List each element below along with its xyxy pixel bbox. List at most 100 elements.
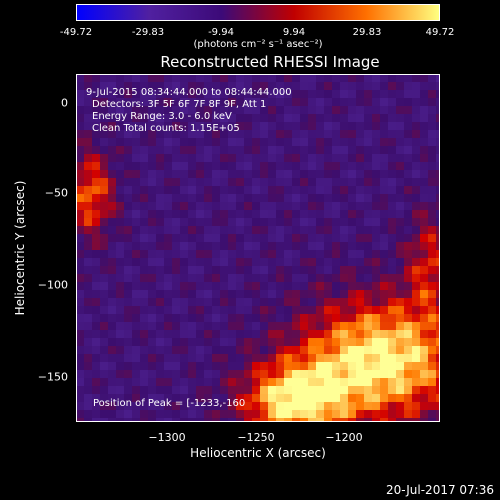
heatmap-cell bbox=[364, 274, 372, 282]
heatmap-cell bbox=[124, 194, 132, 202]
heatmap-cell bbox=[148, 290, 156, 298]
heatmap-cell bbox=[244, 138, 252, 146]
colorbar-tick: -29.83 bbox=[131, 27, 165, 38]
heatmap-cell bbox=[284, 250, 292, 258]
heatmap-cell bbox=[92, 146, 100, 154]
heatmap-cell bbox=[396, 210, 404, 218]
heatmap-cell bbox=[420, 410, 428, 418]
heatmap-cell bbox=[244, 258, 252, 266]
heatmap-cell bbox=[92, 210, 100, 218]
heatmap-cell bbox=[236, 186, 244, 194]
heatmap-cell bbox=[316, 162, 324, 170]
heatmap-cell bbox=[404, 234, 412, 242]
heatmap-cell bbox=[316, 74, 324, 82]
heatmap-cell bbox=[340, 226, 348, 234]
heatmap-cell bbox=[300, 130, 308, 138]
heatmap-cell bbox=[132, 258, 140, 266]
heatmap-cell bbox=[324, 90, 332, 98]
heatmap-cell bbox=[252, 386, 260, 394]
heatmap-cell bbox=[324, 186, 332, 194]
heatmap-cell bbox=[84, 290, 92, 298]
heatmap-cell bbox=[380, 370, 388, 378]
heatmap-cell bbox=[236, 242, 244, 250]
heatmap-cell bbox=[76, 170, 84, 178]
heatmap-cell bbox=[244, 202, 252, 210]
heatmap-cell bbox=[372, 218, 380, 226]
heatmap-cell bbox=[196, 322, 204, 330]
heatmap-cell bbox=[212, 146, 220, 154]
heatmap-cell bbox=[340, 306, 348, 314]
heatmap-cell bbox=[236, 130, 244, 138]
heatmap-cell bbox=[92, 274, 100, 282]
heatmap-cell bbox=[140, 98, 148, 106]
heatmap-cell bbox=[108, 362, 116, 370]
heatmap-cell bbox=[84, 258, 92, 266]
heatmap-cell bbox=[188, 394, 196, 402]
heatmap-cell bbox=[396, 394, 404, 402]
heatmap-cell bbox=[412, 346, 420, 354]
heatmap-cell bbox=[276, 410, 284, 418]
heatmap-cell bbox=[244, 386, 252, 394]
heatmap-cell bbox=[228, 402, 236, 410]
heatmap-cell bbox=[428, 306, 436, 314]
heatmap-cell bbox=[356, 370, 364, 378]
heatmap-cell bbox=[300, 98, 308, 106]
heatmap-cell bbox=[164, 178, 172, 186]
heatmap-cell bbox=[188, 82, 196, 90]
heatmap-cell bbox=[164, 370, 172, 378]
heatmap-cell bbox=[84, 170, 92, 178]
heatmap-cell bbox=[356, 218, 364, 226]
heatmap-cell bbox=[148, 98, 156, 106]
heatmap-cell bbox=[396, 74, 404, 82]
heatmap-cell bbox=[92, 250, 100, 258]
heatmap-cell bbox=[316, 250, 324, 258]
heatmap-cell bbox=[188, 282, 196, 290]
heatmap-cell bbox=[212, 322, 220, 330]
heatmap-cell bbox=[108, 170, 116, 178]
heatmap-cell bbox=[148, 74, 156, 82]
heatmap-cell bbox=[84, 178, 92, 186]
heatmap-cell bbox=[148, 282, 156, 290]
heatmap-cell bbox=[92, 362, 100, 370]
heatmap-cell bbox=[84, 394, 92, 402]
heatmap-cell bbox=[164, 114, 172, 122]
heatmap-cell bbox=[108, 194, 116, 202]
heatmap-cell bbox=[148, 362, 156, 370]
heatmap-cell bbox=[380, 130, 388, 138]
heatmap-cell bbox=[316, 202, 324, 210]
heatmap-cell bbox=[260, 274, 268, 282]
heatmap-cell bbox=[308, 106, 316, 114]
heatmap-cell bbox=[292, 378, 300, 386]
heatmap-cell bbox=[260, 90, 268, 98]
heatmap-cell bbox=[236, 194, 244, 202]
heatmap-cell bbox=[228, 154, 236, 162]
heatmap-cell bbox=[244, 170, 252, 178]
heatmap-cell bbox=[100, 402, 108, 410]
heatmap-cell bbox=[396, 282, 404, 290]
heatmap-cell bbox=[268, 98, 276, 106]
heatmap-cell bbox=[396, 226, 404, 234]
heatmap-cell bbox=[84, 346, 92, 354]
heatmap-cell bbox=[132, 354, 140, 362]
heatmap-cell bbox=[276, 354, 284, 362]
heatmap-cell bbox=[380, 346, 388, 354]
heatmap-cell bbox=[428, 418, 436, 422]
heatmap-cell bbox=[212, 314, 220, 322]
heatmap-cell bbox=[316, 122, 324, 130]
heatmap-cell bbox=[348, 178, 356, 186]
heatmap-cell bbox=[180, 298, 188, 306]
heatmap-cell bbox=[140, 370, 148, 378]
heatmap-cell bbox=[188, 274, 196, 282]
heatmap-cell bbox=[116, 242, 124, 250]
heatmap-cell bbox=[308, 74, 316, 82]
heatmap-cell bbox=[236, 226, 244, 234]
heatmap-cell bbox=[364, 394, 372, 402]
heatmap-cell bbox=[172, 186, 180, 194]
heatmap-cell bbox=[340, 346, 348, 354]
heatmap-cell bbox=[372, 186, 380, 194]
heatmap-cell bbox=[292, 154, 300, 162]
heatmap-cell bbox=[292, 298, 300, 306]
heatmap-cell bbox=[124, 202, 132, 210]
heatmap-cell bbox=[316, 138, 324, 146]
heatmap-cell bbox=[252, 290, 260, 298]
